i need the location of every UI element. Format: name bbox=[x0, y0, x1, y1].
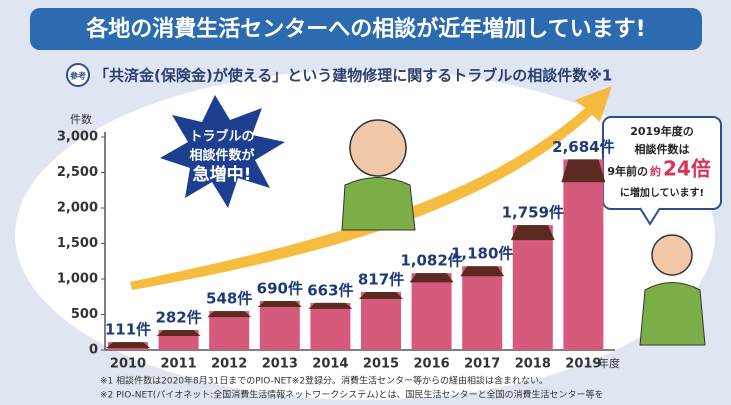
callout-line: 2019年度の bbox=[630, 124, 694, 138]
bar-cap bbox=[409, 273, 454, 283]
burst-line: 急増中! bbox=[193, 164, 252, 185]
bar-cap bbox=[359, 291, 403, 299]
x-tick-label: 2013 bbox=[262, 357, 298, 372]
starburst bbox=[160, 95, 285, 208]
person-left bbox=[341, 119, 416, 231]
footnotes: ※1 相談件数は2020年8月31日までのPIO-NET※2登録分。消費生活セン… bbox=[100, 375, 604, 401]
x-axis-label: 年度 bbox=[598, 356, 620, 370]
value-label: 1,180件 bbox=[451, 245, 513, 263]
callout-highlight: 24倍 bbox=[663, 157, 711, 181]
person-right bbox=[639, 234, 706, 346]
y-tick-label: 0 bbox=[89, 343, 98, 358]
y-tick-label: 2,500 bbox=[57, 165, 98, 180]
value-label: 817件 bbox=[358, 270, 404, 288]
value-label: 690件 bbox=[257, 280, 303, 298]
bar-cap bbox=[510, 225, 555, 241]
y-tick-label: 2,000 bbox=[57, 201, 98, 216]
head bbox=[651, 234, 693, 276]
y-tick-label: 1,000 bbox=[57, 272, 98, 287]
footnote: ※1 相談件数は2020年8月31日までのPIO-NET※2登録分。消費生活セン… bbox=[100, 375, 548, 387]
y-tick-label: 3,000 bbox=[57, 130, 98, 145]
badge-circle bbox=[66, 63, 90, 87]
callout-line: 約 bbox=[650, 164, 661, 178]
value-label: 548件 bbox=[206, 290, 252, 308]
bar-cap bbox=[106, 342, 150, 349]
bar bbox=[512, 225, 553, 350]
value-label: 111件 bbox=[105, 321, 151, 339]
bar-cap bbox=[257, 301, 302, 308]
callout-line: に増加しています! bbox=[620, 186, 704, 199]
x-tick-label: 2014 bbox=[312, 357, 348, 372]
body bbox=[341, 177, 416, 231]
x-tick-label: 2016 bbox=[414, 357, 450, 372]
burst-line: 相談件数が bbox=[189, 148, 254, 164]
bar-cap bbox=[460, 266, 505, 277]
bar-cap bbox=[156, 329, 201, 336]
y-tick-label: 500 bbox=[71, 307, 98, 322]
value-label: 663件 bbox=[307, 281, 353, 299]
x-tick-label: 2010 bbox=[110, 357, 146, 372]
bar bbox=[310, 302, 351, 350]
callout-line: 相談件数は bbox=[635, 142, 690, 156]
value-label: 1,759件 bbox=[502, 204, 564, 222]
bar bbox=[361, 291, 401, 350]
x-tick-label: 2015 bbox=[363, 357, 399, 372]
x-tick-label: 2018 bbox=[515, 357, 551, 372]
value-label: 2,684件 bbox=[552, 138, 614, 156]
bar-cap bbox=[308, 302, 353, 309]
badge: 参考 bbox=[69, 71, 86, 81]
value-label: 282件 bbox=[155, 308, 201, 326]
x-tick-label: 2012 bbox=[211, 357, 247, 372]
value-label: 1,082件 bbox=[400, 252, 462, 270]
footnote: ※2 PIO-NET(パイオネット:全国消費生活情報ネットワークシステム)とは、… bbox=[100, 389, 604, 401]
bar bbox=[411, 273, 452, 350]
subtitle: 「共済金(保険金)が使える」という建物修理に関するトラブルの相談件数※1 bbox=[94, 67, 612, 85]
bar bbox=[563, 159, 604, 350]
head bbox=[349, 119, 407, 177]
burst-line: トラブルの bbox=[189, 129, 254, 145]
x-tick-label: 2019 bbox=[565, 357, 601, 372]
y-axis-label: 件数 bbox=[70, 113, 92, 126]
bar bbox=[259, 301, 300, 350]
bar-cap bbox=[561, 159, 606, 183]
title-banner bbox=[30, 8, 702, 50]
x-tick-label: 2017 bbox=[464, 357, 500, 372]
y-tick-label: 1,500 bbox=[57, 236, 98, 251]
bar-cap bbox=[207, 311, 252, 318]
bar bbox=[462, 266, 503, 350]
x-tick-label: 2011 bbox=[161, 357, 197, 372]
chart-title: 各地の消費生活センターへの相談が近年増加しています! bbox=[85, 16, 645, 42]
body bbox=[639, 282, 706, 346]
bar bbox=[209, 311, 250, 350]
callout-line: 9年前の bbox=[607, 164, 648, 178]
callout-tail bbox=[639, 207, 661, 226]
